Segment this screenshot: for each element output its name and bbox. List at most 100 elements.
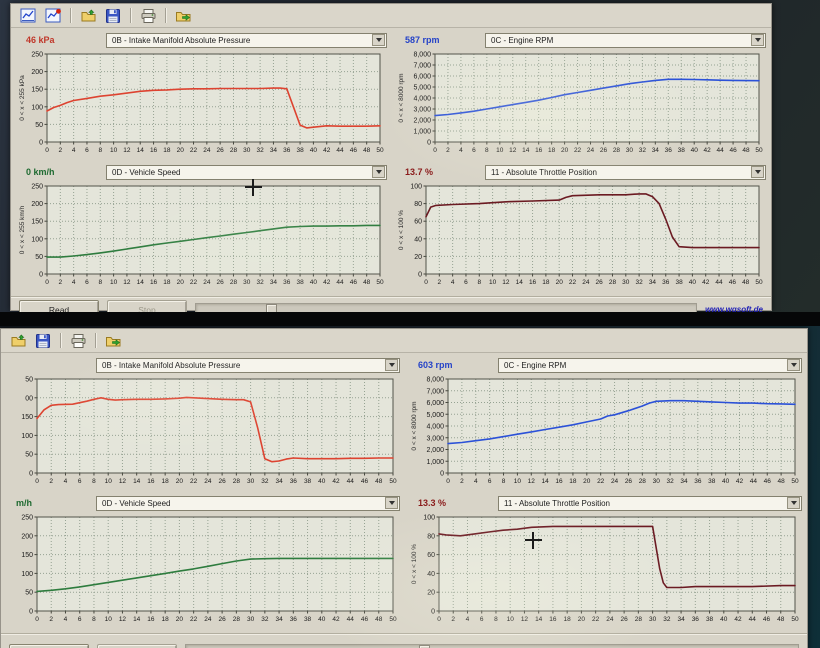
svg-text:32: 32 xyxy=(663,616,671,623)
svg-text:20: 20 xyxy=(414,254,422,261)
wgsoft-link[interactable]: www.wgsoft.de xyxy=(705,305,763,312)
svg-text:46: 46 xyxy=(350,147,358,154)
pid-selector-dropdown[interactable]: 0B - Intake Manifold Absolute Pressure xyxy=(106,32,387,48)
pid-selector-dropdown[interactable]: 0C - Engine RPM xyxy=(498,357,802,373)
chart-header: 13.7 % 11 - Absolute Throttle Position xyxy=(395,163,766,181)
svg-text:34: 34 xyxy=(680,478,688,485)
svg-text:28: 28 xyxy=(639,478,647,485)
svg-text:36: 36 xyxy=(290,616,298,623)
svg-text:36: 36 xyxy=(665,147,673,154)
live-data-graph-icon[interactable] xyxy=(17,6,39,26)
svg-text:22: 22 xyxy=(597,478,605,485)
svg-text:34: 34 xyxy=(649,279,657,286)
svg-text:2: 2 xyxy=(446,147,450,154)
scrollbar-thumb[interactable] xyxy=(266,304,277,312)
read-button[interactable]: Read xyxy=(9,644,89,648)
svg-text:4,000: 4,000 xyxy=(413,96,431,103)
svg-text:150: 150 xyxy=(21,414,33,421)
svg-text:100: 100 xyxy=(31,104,43,111)
chart-header: 46 kPa 0B - Intake Manifold Absolute Pre… xyxy=(16,31,387,49)
stop-button[interactable]: Stop xyxy=(107,300,187,312)
pid-selector-dropdown[interactable]: 11 - Absolute Throttle Position xyxy=(498,495,802,511)
chart-block-engine-rpm-bottom: 603 rpm 0C - Engine RPM 0 2 4 6 8 10 12 14 16 18 2… xyxy=(408,356,802,492)
read-button[interactable]: Read xyxy=(19,300,99,312)
svg-text:40: 40 xyxy=(310,147,318,154)
svg-text:24: 24 xyxy=(204,616,212,623)
live-data-record-icon[interactable] xyxy=(42,6,64,26)
print-icon[interactable] xyxy=(137,6,159,26)
svg-text:2: 2 xyxy=(59,279,63,286)
print-icon[interactable] xyxy=(67,331,89,351)
export-icon[interactable] xyxy=(102,331,124,351)
svg-text:0 < x < 255 kPa: 0 < x < 255 kPa xyxy=(19,75,26,121)
toolbar-separator xyxy=(165,8,166,23)
svg-text:14: 14 xyxy=(542,478,550,485)
open-icon[interactable] xyxy=(7,331,29,351)
svg-text:50: 50 xyxy=(376,147,384,154)
svg-text:42: 42 xyxy=(736,478,744,485)
svg-text:42: 42 xyxy=(702,279,710,286)
svg-text:18: 18 xyxy=(163,279,171,286)
stop-button[interactable]: Stop xyxy=(97,644,177,648)
chart-header: m/h 0D - Vehicle Speed xyxy=(6,494,400,512)
export-icon[interactable] xyxy=(172,6,194,26)
pid-selector-dropdown[interactable]: 0B - Intake Manifold Absolute Pressure xyxy=(96,357,400,373)
svg-text:20: 20 xyxy=(427,590,435,597)
save-icon[interactable] xyxy=(32,331,54,351)
pid-selector-dropdown[interactable]: 0D - Vehicle Speed xyxy=(96,495,400,511)
svg-text:42: 42 xyxy=(323,147,331,154)
svg-text:48: 48 xyxy=(742,147,750,154)
svg-text:44: 44 xyxy=(347,616,355,623)
svg-text:40: 40 xyxy=(318,616,326,623)
svg-text:26: 26 xyxy=(625,478,633,485)
chevron-down-icon xyxy=(751,34,764,46)
svg-text:18: 18 xyxy=(569,478,577,485)
chart-block-engine-rpm-top: 587 rpm 0C - Engine RPM 0 2 4 6 8 10 12 14 16 18 2… xyxy=(395,31,766,161)
svg-text:28: 28 xyxy=(635,616,643,623)
svg-text:2: 2 xyxy=(451,616,455,623)
svg-text:38: 38 xyxy=(678,147,686,154)
footer-bar-bottom: Read Stop xyxy=(1,633,807,648)
chart-canvas-engine-rpm-top: 0 2 4 6 8 10 12 14 16 18 20 22 24 26 28 30 32 34 36 38 40 42 4… xyxy=(395,49,766,161)
chart-grid-bottom: 0B - Intake Manifold Absolute Pressure 0… xyxy=(1,353,807,633)
chart-canvas-engine-rpm-bottom: 0 2 4 6 8 10 12 14 16 18 20 22 24 26 28 30 32 34 36 38 40 42 4… xyxy=(408,374,802,492)
svg-text:32: 32 xyxy=(636,279,644,286)
open-icon[interactable] xyxy=(77,6,99,26)
svg-text:16: 16 xyxy=(147,616,155,623)
svg-text:0 < x < 100 %: 0 < x < 100 % xyxy=(411,544,418,584)
svg-text:24: 24 xyxy=(606,616,614,623)
svg-text:8,000: 8,000 xyxy=(413,52,431,59)
svg-text:4,000: 4,000 xyxy=(426,424,444,431)
chart-plot-svg: 0 2 4 6 8 10 12 14 16 18 20 22 24 26 28 30 32 34 36 38 40 42 4… xyxy=(19,52,384,155)
live-value-throttle: 13.7 % xyxy=(405,167,434,177)
pid-selector-dropdown[interactable]: 0D - Vehicle Speed xyxy=(106,164,387,180)
svg-text:20: 20 xyxy=(561,147,569,154)
scan-tool-window-bottom: 0B - Intake Manifold Absolute Pressure 0… xyxy=(0,328,808,648)
svg-text:250: 250 xyxy=(31,184,43,191)
svg-text:6: 6 xyxy=(85,279,89,286)
svg-text:0: 0 xyxy=(39,272,43,279)
svg-text:28: 28 xyxy=(613,147,621,154)
save-icon[interactable] xyxy=(102,6,124,26)
horizontal-scrollbar[interactable] xyxy=(195,303,698,312)
svg-text:50: 50 xyxy=(35,254,43,261)
pid-selector-value: 11 - Absolute Throttle Position xyxy=(491,167,597,177)
chevron-down-icon xyxy=(787,359,800,371)
photo-top-monitor-bezel: 46 kPa 0B - Intake Manifold Absolute Pre… xyxy=(0,0,820,312)
svg-text:150: 150 xyxy=(31,219,43,226)
svg-text:34: 34 xyxy=(275,616,283,623)
svg-text:16: 16 xyxy=(150,279,158,286)
svg-text:22: 22 xyxy=(190,147,198,154)
scrollbar-thumb[interactable] xyxy=(418,645,430,648)
svg-text:22: 22 xyxy=(190,616,198,623)
chevron-down-icon xyxy=(372,166,385,178)
svg-text:20: 20 xyxy=(583,478,591,485)
toolbar-separator xyxy=(70,8,71,23)
svg-text:8: 8 xyxy=(92,478,96,485)
svg-text:150: 150 xyxy=(31,87,43,94)
svg-text:42: 42 xyxy=(704,147,712,154)
pid-selector-dropdown[interactable]: 11 - Absolute Throttle Position xyxy=(485,164,766,180)
pid-selector-dropdown[interactable]: 0C - Engine RPM xyxy=(485,32,766,48)
horizontal-scrollbar[interactable] xyxy=(185,644,799,648)
svg-text:12: 12 xyxy=(119,478,127,485)
